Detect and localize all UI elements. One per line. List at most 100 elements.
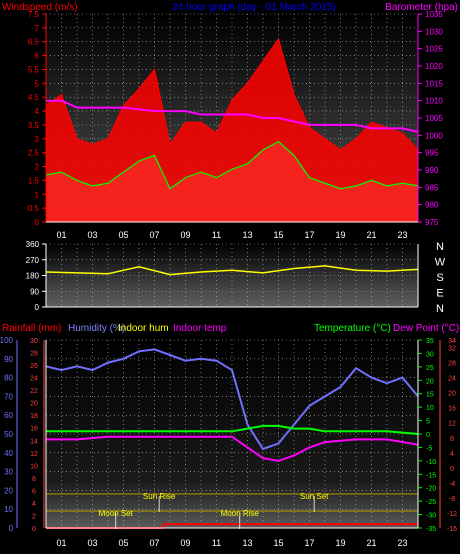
indoor-tick-label: 12 <box>448 421 456 428</box>
rain-tick-label: 10 <box>30 463 38 470</box>
rain-tick-label: 4 <box>32 501 36 508</box>
x-tick-label: 11 <box>212 538 221 548</box>
wind-y-tick-label: 0 <box>35 218 40 227</box>
x-tick-label: 05 <box>118 538 128 548</box>
baro-y-tick-label: 1020 <box>425 62 443 71</box>
x-tick-label: 01 <box>56 230 66 240</box>
wind-y-tick-label: 4.5 <box>28 93 40 102</box>
wind-y-tick-label: 1 <box>35 190 40 199</box>
x-tick-label: 07 <box>149 230 159 240</box>
temp-tick-label: -20 <box>426 486 436 493</box>
rain-tick-label: 28 <box>30 351 38 358</box>
x-tick-label: 19 <box>335 538 345 548</box>
direction-y-tick-label: 270 <box>26 256 40 265</box>
temp-tick-label: 20 <box>426 378 434 385</box>
legend-label: Temperature (°C) <box>314 323 391 334</box>
baro-y-tick-label: 980 <box>425 201 439 210</box>
wind-y-tick-label: 6.5 <box>28 38 40 47</box>
baro-y-tick-label: 990 <box>425 166 439 175</box>
direction-y-tick-label: 180 <box>26 272 40 281</box>
legend-label: Dew Point (°C) <box>393 323 459 334</box>
x-tick-label: 19 <box>335 230 345 240</box>
x-tick-label: 17 <box>304 230 314 240</box>
rain-tick-label: 12 <box>30 451 38 458</box>
x-tick-label: 09 <box>180 538 190 548</box>
compass-label: E <box>436 288 443 300</box>
wind-y-tick-label: 6 <box>35 52 40 61</box>
event-label: Sun Set <box>300 492 329 501</box>
wind-y-tick-label: 5 <box>35 79 40 88</box>
x-tick-label: 17 <box>304 538 314 548</box>
x-tick-label: 03 <box>87 538 97 548</box>
temp-tick-label: 25 <box>426 365 434 372</box>
temp-tick-label: 10 <box>426 405 434 412</box>
x-tick-label: 21 <box>366 230 376 240</box>
humidity-tick-label: 20 <box>4 486 13 495</box>
baro-y-tick-label: 1000 <box>425 131 443 140</box>
humidity-tick-label: 50 <box>4 430 13 439</box>
temp-tick-label: 30 <box>426 351 434 358</box>
humidity-tick-label: 10 <box>4 505 13 514</box>
indoor-tick-label: -12 <box>447 511 457 518</box>
wind-y-tick-label: 3.5 <box>28 121 40 130</box>
wind-y-tick-label: 2 <box>35 163 40 172</box>
wind-y-tick-label: 7 <box>35 24 40 33</box>
humidity-tick-label: 80 <box>4 374 13 383</box>
baro-axis-title: Barometer (hpa) <box>385 2 458 13</box>
humidity-tick-label: 60 <box>4 411 13 420</box>
compass-label: W <box>435 257 446 269</box>
direction-y-tick-label: 0 <box>35 303 40 312</box>
rain-tick-label: 26 <box>30 363 38 370</box>
wind-y-tick-label: 2.5 <box>28 149 40 158</box>
x-tick-label: 11 <box>212 230 221 240</box>
legend-label: Indoor hum <box>118 323 169 334</box>
baro-y-tick-label: 1010 <box>425 97 443 106</box>
indoor-tick-label: -16 <box>447 526 457 533</box>
x-tick-label: 21 <box>366 538 376 548</box>
indoor-tick-label: -4 <box>449 481 455 488</box>
humidity-tick-label: 40 <box>4 449 13 458</box>
barometer-line <box>46 99 419 133</box>
baro-y-tick-label: 985 <box>425 183 439 192</box>
humidity-tick-label: 30 <box>4 468 13 477</box>
x-tick-label: 01 <box>56 538 66 548</box>
event-label: Moon Rise <box>221 509 260 518</box>
humidity-tick-label: 90 <box>4 355 13 364</box>
temp-tick-label: 0 <box>426 432 430 439</box>
temp-tick-label: -35 <box>426 526 436 533</box>
wind-y-tick-label: 7.5 <box>28 10 40 19</box>
x-tick-label: 23 <box>397 230 407 240</box>
legend-label: Rainfall (mm) <box>2 323 61 334</box>
compass-label: N <box>436 241 444 253</box>
rain-tick-label: 20 <box>30 401 38 408</box>
x-tick-label: 05 <box>118 230 128 240</box>
x-tick-label: 15 <box>273 538 283 548</box>
baro-y-tick-label: 1030 <box>425 27 443 36</box>
temp-tick-label: 15 <box>426 392 434 399</box>
temp-tick-label: -25 <box>426 499 436 506</box>
event-label: Moon Set <box>99 509 134 518</box>
indoor-tick-label: 20 <box>448 391 456 398</box>
baro-y-tick-label: 995 <box>425 149 439 158</box>
rain-tick-label: 2 <box>32 513 36 520</box>
rain-tick-label: 6 <box>32 488 36 495</box>
indoor-tick-label: 16 <box>448 406 456 413</box>
wind-gust-line <box>45 37 419 151</box>
compass-label: S <box>436 272 443 284</box>
x-tick-label: 03 <box>87 230 97 240</box>
x-tick-label: 07 <box>149 538 159 548</box>
baro-y-tick-label: 1005 <box>425 114 443 123</box>
indoor-tick-label: 24 <box>448 376 456 383</box>
temp-tick-label: -5 <box>426 445 432 452</box>
indoor-tick-label: 34 <box>448 338 456 345</box>
x-tick-label: 15 <box>273 230 283 240</box>
temp-tick-label: 5 <box>426 419 430 426</box>
indoor-tick-label: 0 <box>450 466 454 473</box>
temp-tick-label: 35 <box>426 338 434 345</box>
rain-tick-label: 14 <box>30 438 38 445</box>
rain-tick-label: 0 <box>32 526 36 533</box>
rain-tick-label: 24 <box>30 376 38 383</box>
direction-y-tick-label: 360 <box>26 240 40 249</box>
compass-label: N <box>436 303 444 315</box>
